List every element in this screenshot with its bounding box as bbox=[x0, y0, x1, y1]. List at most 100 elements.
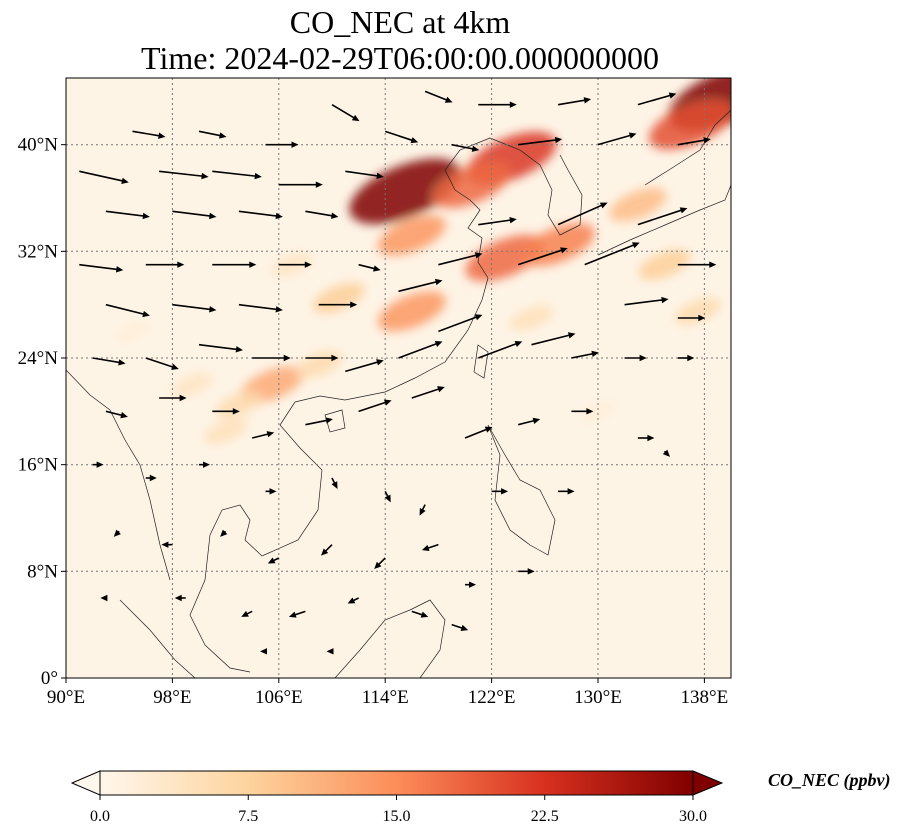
wind-arrow bbox=[79, 170, 129, 184]
wind-arrow bbox=[637, 434, 655, 442]
wind-arrow bbox=[518, 136, 563, 146]
x-tick-label: 90°E bbox=[47, 687, 85, 708]
wind-arrow-head bbox=[325, 417, 333, 424]
wind-arrow bbox=[212, 170, 262, 180]
wind-arrow-head bbox=[444, 96, 453, 103]
wind-arrow bbox=[252, 354, 291, 362]
chart-title: CO_NEC at 4km bbox=[289, 4, 511, 40]
wind-arrow-head bbox=[410, 137, 419, 144]
bohai-coast bbox=[444, 137, 541, 191]
wind-arrow bbox=[174, 594, 186, 602]
wind-arrow-head bbox=[275, 212, 283, 220]
wind-arrow-shaft bbox=[531, 333, 572, 346]
concentration-patch bbox=[609, 187, 667, 222]
hainan-coast bbox=[324, 409, 346, 433]
wind-arrow bbox=[79, 263, 124, 273]
indochina-coast bbox=[189, 401, 323, 673]
wind-arrow bbox=[347, 597, 359, 604]
wind-arrow-head bbox=[639, 354, 647, 362]
wind-arrow-shaft bbox=[557, 99, 588, 106]
wind-arrow-head bbox=[509, 101, 517, 108]
taiwan-coast bbox=[473, 344, 489, 379]
x-tick-label: 122°E bbox=[468, 687, 516, 708]
wind-arrow-shaft bbox=[438, 315, 479, 333]
wind-arrow bbox=[398, 278, 443, 293]
wind-arrow bbox=[558, 488, 575, 495]
wind-arrow-head bbox=[291, 141, 299, 148]
wind-arrow bbox=[105, 210, 150, 220]
wind-arrow bbox=[145, 474, 157, 482]
wind-arrow bbox=[358, 263, 381, 272]
coastlines bbox=[66, 109, 731, 678]
concentration-patch bbox=[648, 99, 731, 150]
wind-arrow-head bbox=[121, 177, 129, 184]
wind-arrow bbox=[584, 242, 640, 266]
wind-arrow-head bbox=[469, 581, 476, 588]
wind-arrow-head bbox=[437, 386, 445, 393]
wind-vectors bbox=[79, 90, 717, 655]
wind-arrow bbox=[172, 303, 217, 313]
wind-arrow bbox=[265, 488, 277, 495]
wind-arrow-shaft bbox=[424, 90, 450, 102]
y-tick-label: 24°N bbox=[18, 348, 59, 369]
wind-arrow bbox=[424, 90, 453, 103]
wind-arrow-shaft bbox=[145, 357, 176, 369]
wind-arrow bbox=[198, 130, 227, 139]
wind-arrow bbox=[278, 261, 312, 268]
colorbar-tick-label: 0.0 bbox=[90, 808, 110, 825]
wind-arrow bbox=[384, 490, 391, 503]
wind-arrow bbox=[411, 386, 445, 399]
wind-arrow bbox=[113, 529, 121, 537]
wind-arrow bbox=[159, 394, 187, 402]
wind-arrow-shaft bbox=[637, 93, 673, 106]
wind-arrow-head bbox=[326, 648, 334, 655]
wind-arrow bbox=[238, 210, 283, 220]
concentration-patch bbox=[377, 215, 446, 256]
wind-arrow-head bbox=[174, 594, 182, 602]
wind-arrow-head bbox=[347, 597, 356, 604]
wind-arrow-head bbox=[118, 359, 126, 366]
wind-arrow-head bbox=[220, 529, 228, 537]
y-tick-label: 16°N bbox=[18, 455, 59, 476]
wind-arrow-shaft bbox=[518, 419, 537, 426]
concentration-patch bbox=[465, 234, 545, 282]
colorbar-tick-label: 30.0 bbox=[679, 808, 707, 825]
wind-arrow bbox=[478, 216, 517, 226]
wind-arrow bbox=[677, 354, 695, 362]
wind-arrow-head bbox=[275, 306, 283, 313]
wind-arrow-head bbox=[374, 561, 382, 569]
wind-arrow-head bbox=[532, 417, 541, 424]
wind-arrow bbox=[132, 130, 166, 139]
wind-arrow-shaft bbox=[198, 130, 223, 137]
wind-arrow-head bbox=[384, 494, 391, 503]
wind-arrow-head bbox=[560, 247, 568, 254]
wind-arrow-shaft bbox=[212, 170, 258, 178]
wind-arrow-head bbox=[474, 314, 483, 321]
wind-arrow-shaft bbox=[384, 130, 415, 142]
wind-arrow-head bbox=[203, 461, 210, 468]
wind-arrow bbox=[318, 301, 358, 308]
wind-arrow-shaft bbox=[557, 203, 605, 226]
wind-arrow-shaft bbox=[172, 303, 213, 311]
wind-arrow bbox=[438, 314, 483, 333]
wind-arrow-shaft bbox=[105, 303, 147, 316]
wind-arrow-head bbox=[288, 611, 297, 618]
wind-arrow bbox=[571, 408, 594, 415]
wind-arrow-head bbox=[647, 434, 655, 442]
wind-arrow-shaft bbox=[238, 303, 280, 311]
wind-arrow bbox=[345, 359, 384, 373]
wind-arrow-shaft bbox=[411, 387, 442, 399]
wind-arrow-shaft bbox=[517, 248, 565, 266]
wind-arrow bbox=[145, 261, 185, 268]
wind-arrow-shaft bbox=[624, 298, 665, 306]
wind-arrow-head bbox=[434, 340, 443, 347]
wind-arrow bbox=[491, 488, 509, 495]
wind-arrow-head bbox=[249, 261, 257, 268]
concentration-patch bbox=[377, 291, 446, 332]
wind-arrow bbox=[438, 252, 483, 266]
wind-arrow-shaft bbox=[584, 243, 637, 266]
wind-arrow bbox=[465, 581, 476, 588]
wind-arrow-shaft bbox=[105, 410, 125, 417]
wind-arrow bbox=[451, 623, 469, 631]
gridlines bbox=[66, 78, 731, 678]
